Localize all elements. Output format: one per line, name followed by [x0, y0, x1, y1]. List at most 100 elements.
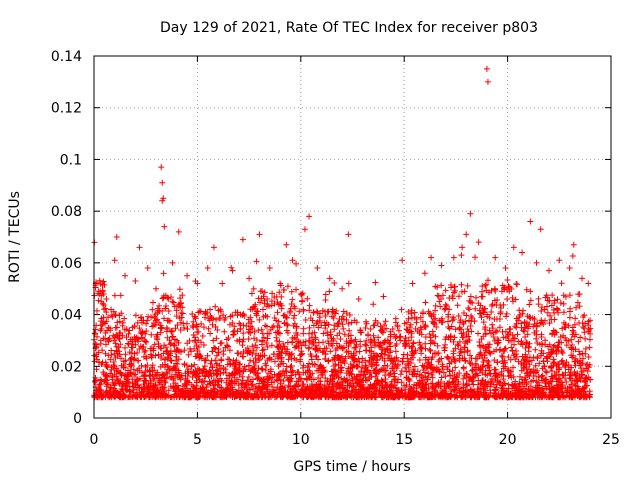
data-point [419, 318, 426, 325]
data-point [153, 372, 160, 379]
data-point [467, 299, 474, 306]
data-point [365, 331, 372, 338]
data-point [440, 369, 447, 376]
data-point [226, 356, 233, 363]
data-point-peak [556, 257, 563, 264]
data-point [475, 330, 482, 337]
data-point [467, 352, 474, 359]
data-point [538, 304, 545, 311]
data-point [457, 346, 464, 353]
data-point [112, 340, 119, 347]
data-point [265, 370, 272, 377]
data-point [261, 289, 268, 296]
data-point [204, 352, 211, 359]
data-point [538, 317, 545, 324]
data-point [560, 300, 567, 307]
data-point [478, 314, 485, 321]
data-point [112, 312, 119, 319]
data-point-peak [421, 270, 428, 277]
data-point [532, 362, 539, 369]
data-point [582, 335, 589, 342]
data-point [395, 376, 402, 383]
data-point [144, 362, 151, 369]
data-point [382, 318, 389, 325]
data-point [574, 299, 581, 306]
data-point [436, 356, 443, 363]
data-point [397, 371, 404, 378]
chart-title: Day 129 of 2021, Rate Of TEC Index for r… [160, 20, 538, 36]
data-point [245, 336, 252, 343]
x-tick-label: 20 [499, 432, 517, 448]
data-point-peak [475, 239, 482, 246]
data-point [174, 360, 181, 367]
data-point [542, 337, 549, 344]
data-point [257, 288, 264, 295]
data-point [429, 354, 436, 361]
data-point [241, 363, 248, 370]
data-point [235, 382, 242, 389]
data-point [368, 338, 375, 345]
data-point [325, 338, 332, 345]
data-point [262, 367, 269, 374]
data-point [521, 328, 528, 335]
data-point [184, 326, 191, 333]
data-point [467, 323, 474, 330]
data-point [150, 299, 157, 306]
data-point [123, 334, 130, 341]
data-point [277, 376, 284, 383]
data-point [177, 295, 184, 302]
data-point [372, 279, 379, 286]
data-point [460, 375, 467, 382]
data-point [536, 360, 543, 367]
data-point [367, 325, 374, 332]
y-tick-label: 0.14 [51, 49, 82, 65]
data-point [409, 343, 416, 350]
data-point [92, 374, 99, 381]
data-point [112, 324, 119, 331]
data-point [331, 279, 338, 286]
data-point-peak [492, 254, 499, 261]
data-point [196, 308, 203, 315]
data-point-peak [219, 280, 226, 287]
data-point [121, 315, 128, 322]
data-point [362, 324, 369, 331]
data-point [422, 299, 429, 306]
data-point [542, 368, 549, 375]
data-point [217, 340, 224, 347]
data-point [345, 280, 352, 287]
data-point [121, 326, 128, 333]
data-point [274, 322, 281, 329]
data-point [509, 347, 516, 354]
data-point [158, 325, 165, 332]
y-tick-label: 0.06 [51, 256, 82, 272]
data-point [273, 334, 280, 341]
data-point-peak [314, 265, 321, 272]
data-points [91, 65, 594, 401]
data-point [546, 312, 553, 319]
data-point [267, 326, 274, 333]
data-point [375, 334, 382, 341]
data-point [141, 372, 148, 379]
data-point [548, 316, 555, 323]
data-point-peak [545, 267, 552, 274]
data-point [520, 327, 527, 334]
data-point [160, 270, 167, 277]
data-point [262, 360, 269, 367]
data-point [284, 322, 291, 329]
data-point [498, 352, 505, 359]
data-point [416, 339, 423, 346]
data-point [454, 302, 461, 309]
data-point [499, 353, 506, 360]
data-point-peak [326, 275, 333, 282]
data-point [586, 336, 593, 343]
data-point [458, 281, 465, 288]
data-point [566, 292, 573, 299]
data-point [473, 294, 480, 301]
y-tick-label: 0 [73, 411, 82, 427]
data-point [122, 351, 129, 358]
data-point [398, 306, 405, 313]
data-point [528, 357, 535, 364]
data-point [581, 325, 588, 332]
data-point [115, 368, 122, 375]
data-point [538, 307, 545, 314]
